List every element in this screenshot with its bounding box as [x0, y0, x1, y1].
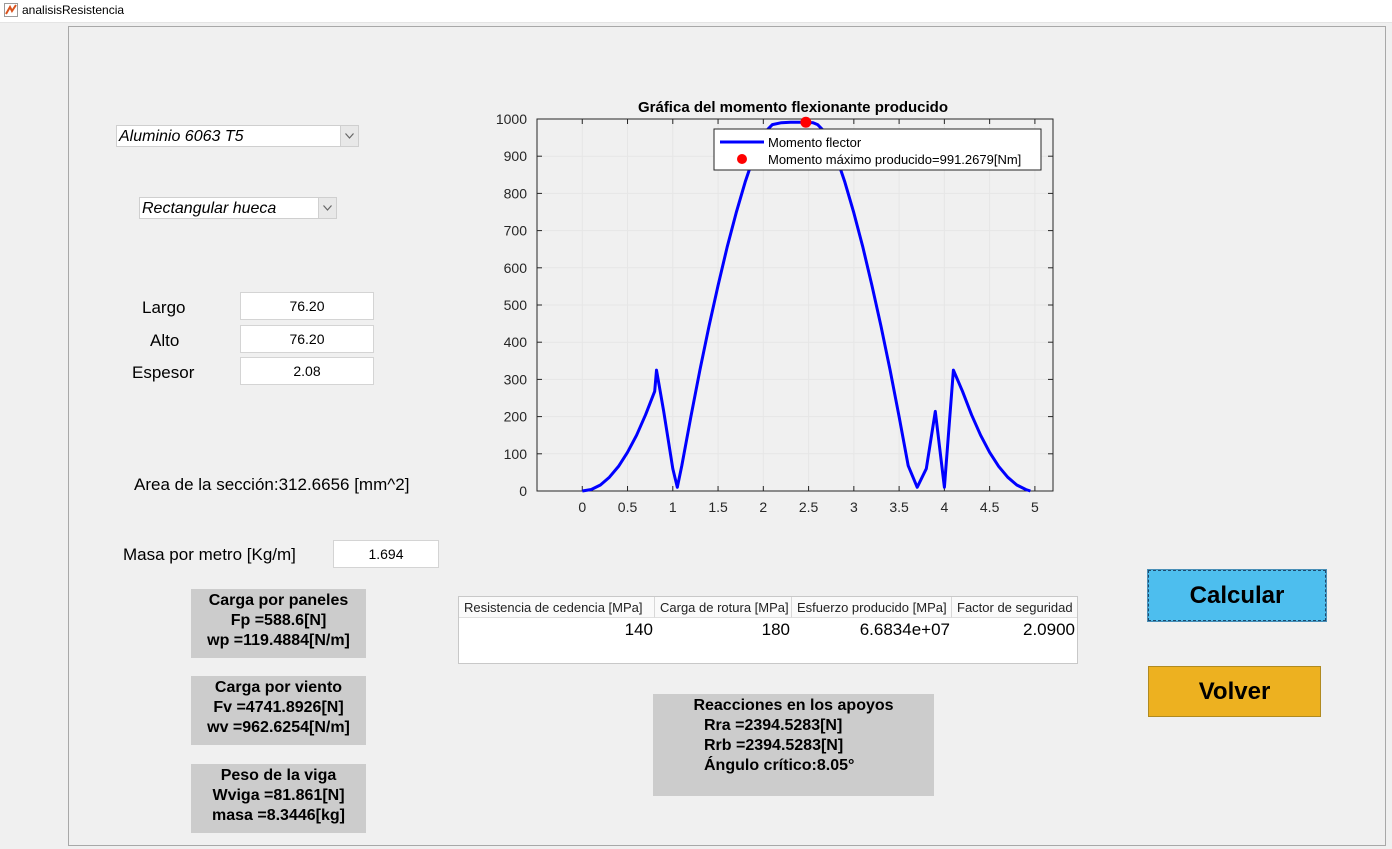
x-tick-label: 4 [940, 499, 948, 515]
espesor-label: Espesor [132, 363, 195, 382]
y-tick-label: 100 [504, 446, 528, 462]
x-tick-label: 3 [850, 499, 858, 515]
chevron-down-icon[interactable] [318, 198, 336, 218]
moment-chart: Gráfica del momento flexionante producid… [496, 99, 1054, 515]
carga-viento-fv: Fv =4741.8926[N] [213, 699, 344, 716]
peso-viga-masa: masa =8.3446[kg] [212, 807, 345, 824]
table-cell-factor[interactable]: 2.0900 [1023, 620, 1075, 639]
legend-box [713, 128, 1042, 171]
y-tick-label: 0 [519, 483, 527, 499]
x-tick-label: 1.5 [708, 499, 728, 515]
legend-entry-flector: Momento flector [768, 135, 862, 150]
window-title: analisisResistencia [22, 3, 125, 17]
reacciones-rra: Rra =2394.5283[N] [704, 717, 843, 734]
max-moment-point [800, 116, 812, 128]
reacciones-angulo: Ángulo crítico:8.05° [704, 757, 855, 774]
carga-paneles-title: Carga por paneles [208, 592, 349, 609]
peso-viga-box: Peso de la viga Wviga =81.861[N] masa =8… [191, 764, 366, 833]
y-tick-label: 900 [504, 148, 528, 164]
area-text: Area de la sección:312.6656 [mm^2] [134, 475, 410, 494]
x-tick-label: 3.5 [889, 499, 909, 515]
peso-viga-title: Peso de la viga [220, 767, 337, 784]
x-tick-label: 2.5 [799, 499, 819, 515]
x-tick-label: 1 [669, 499, 677, 515]
masa-input[interactable]: 1.694 [333, 540, 439, 568]
table-cell-esfuerzo[interactable]: 6.6834e+07 [859, 620, 950, 639]
legend-entry-maximo: Momento máximo producido=991.2679[Nm] [768, 152, 1021, 167]
chevron-down-icon[interactable] [340, 126, 358, 146]
carga-viento-title: Carga por viento [214, 679, 343, 696]
section-dropdown-value: Rectangular hueca [142, 200, 277, 217]
reacciones-box: Reacciones en los apoyos Rra =2394.5283[… [653, 694, 934, 796]
espesor-input[interactable]: 2.08 [240, 357, 374, 385]
table-header-cedencia: Resistencia de cedencia [MPa] [459, 597, 655, 618]
chart-title: Gráfica del momento flexionante producid… [638, 99, 948, 116]
y-tick-label: 500 [504, 297, 528, 313]
table-cell-cedencia[interactable]: 140 [624, 620, 653, 639]
carga-paneles-box: Carga por paneles Fp =588.6[N] wp =119.4… [191, 589, 366, 658]
y-tick-label: 600 [504, 260, 528, 276]
largo-input[interactable]: 76.20 [240, 292, 374, 320]
table-header-rotura: Carga de rotura [MPa] [655, 597, 792, 618]
results-table[interactable]: Resistencia de cedencia [MPa] Carga de r… [458, 596, 1078, 664]
table-header-esfuerzo: Esfuerzo producido [MPa] [792, 597, 952, 618]
calcular-button[interactable]: Calcular [1147, 569, 1327, 622]
matlab-icon [4, 3, 18, 17]
carga-viento-box: Carga por viento Fv =4741.8926[N] wv =96… [191, 676, 366, 745]
carga-paneles-wp: wp =119.4884[N/m] [207, 632, 350, 649]
carga-paneles-fp: Fp =588.6[N] [230, 612, 327, 629]
x-tick-label: 2 [759, 499, 767, 515]
alto-label: Alto [150, 331, 180, 350]
largo-label: Largo [142, 298, 186, 317]
momento-flector-line [582, 120, 1031, 493]
section-dropdown[interactable]: Rectangular hueca [139, 197, 337, 219]
x-tick-label: 0.5 [618, 499, 638, 515]
reacciones-title: Reacciones en los apoyos [693, 697, 894, 714]
table-header-factor: Factor de seguridad [952, 597, 1077, 618]
reacciones-rrb: Rrb =2394.5283[N] [704, 737, 844, 754]
y-tick-label: 700 [504, 223, 528, 239]
y-tick-label: 200 [504, 409, 528, 425]
x-tick-label: 5 [1031, 499, 1039, 515]
x-tick-label: 4.5 [980, 499, 1000, 515]
title-bar: analisisResistencia [0, 0, 1392, 23]
masa-label: Masa por metro [Kg/m] [123, 545, 296, 564]
legend-marker-sample [737, 154, 747, 164]
material-dropdown-value: Aluminio 6063 T5 [119, 128, 244, 145]
chart-legend: Momento flector Momento máximo producido… [713, 128, 1042, 171]
y-tick-label: 400 [504, 334, 528, 350]
table-cell-rotura[interactable]: 180 [761, 620, 790, 639]
volver-button[interactable]: Volver [1148, 666, 1321, 717]
y-tick-label: 800 [504, 185, 528, 201]
alto-input[interactable]: 76.20 [240, 325, 374, 353]
carga-viento-wv: wv =962.6254[N/m] [207, 719, 350, 736]
y-tick-label: 300 [504, 371, 528, 387]
peso-viga-wviga: Wviga =81.861[N] [212, 787, 345, 804]
material-dropdown[interactable]: Aluminio 6063 T5 [116, 125, 359, 147]
y-tick-label: 1000 [496, 111, 527, 127]
x-tick-label: 0 [578, 499, 586, 515]
